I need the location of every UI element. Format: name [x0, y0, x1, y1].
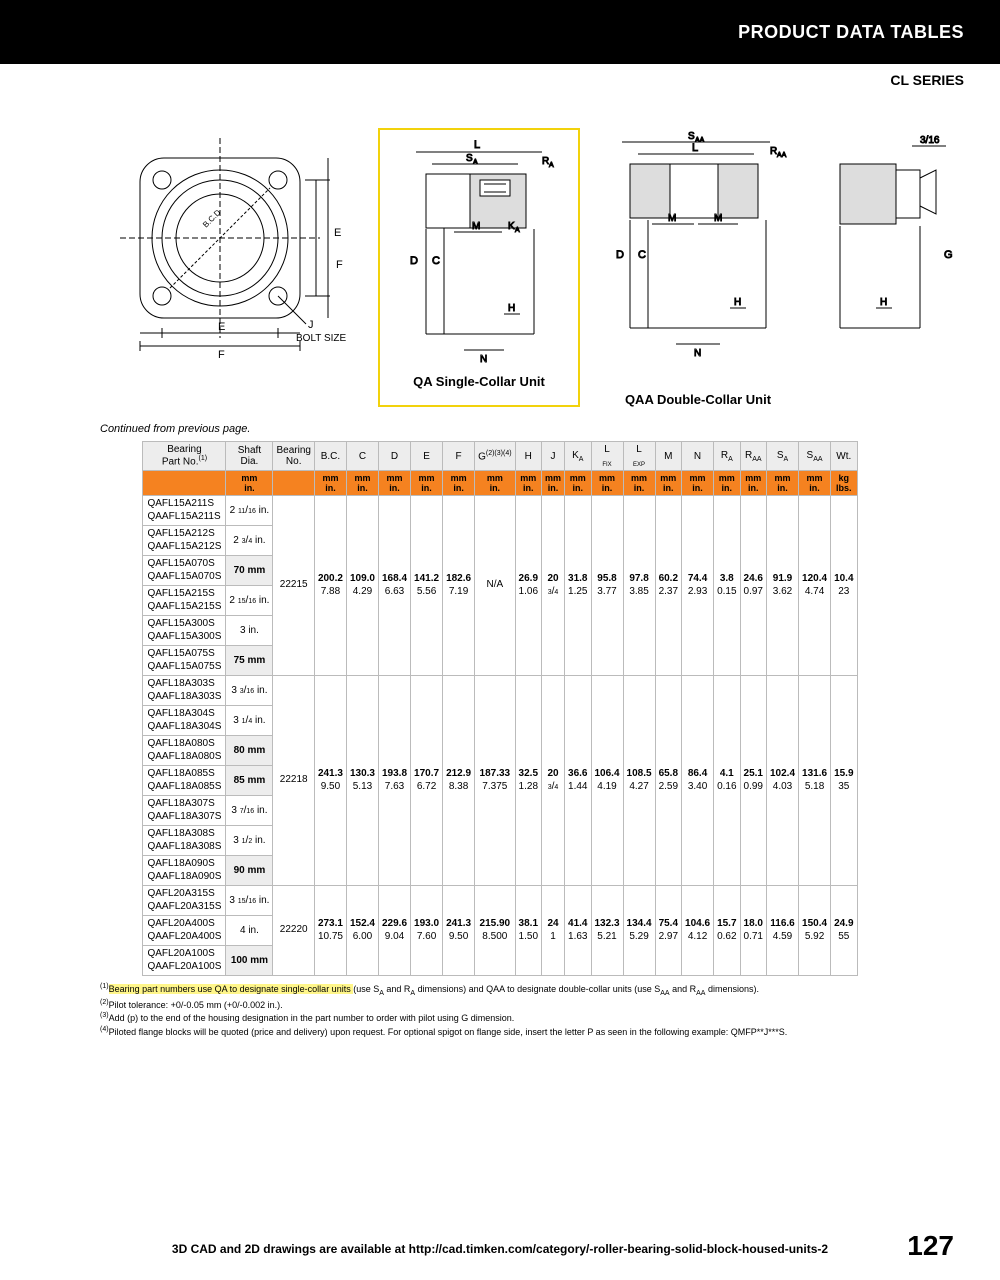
table-row: QAFL18A303SQAAFL18A303S3 3/16 in.2221824…: [143, 676, 857, 706]
header-title: PRODUCT DATA TABLES: [738, 22, 964, 42]
units-row: mmin. mmin.mmin.mmin.mmin.mmin. mmin.mmi…: [143, 471, 857, 496]
fn2: Pilot tolerance: +0/-0.05 mm (+0/-0.002 …: [109, 1000, 283, 1010]
table-row: QAFL20A315SQAAFL20A315S3 15/16 in.222202…: [143, 886, 857, 916]
svg-text:L: L: [692, 142, 698, 154]
header-bar: PRODUCT DATA TABLES: [0, 0, 1000, 64]
svg-text:AA: AA: [777, 152, 787, 159]
qaa-caption: QAA Double-Collar Unit: [598, 392, 798, 407]
qaa-diagram: SAA L RAA DC MM H N QAA Double-Collar Un…: [598, 128, 798, 407]
data-table: BearingPart No.(1) ShaftDia. BearingNo. …: [142, 441, 857, 976]
svg-text:K: K: [508, 221, 515, 232]
qa-caption: QA Single-Collar Unit: [384, 374, 574, 389]
side-diagram: 3/16 G H: [816, 128, 966, 407]
svg-text:N: N: [694, 348, 701, 359]
svg-text:M: M: [714, 213, 722, 224]
svg-text:H: H: [734, 297, 741, 308]
series-label: CL SERIES: [0, 64, 1000, 88]
svg-text:D: D: [410, 255, 418, 267]
svg-text:M: M: [472, 221, 480, 232]
flange-diagram: E F E F J BOLT SIZE B.C.D: [100, 128, 360, 407]
header-row: BearingPart No.(1) ShaftDia. BearingNo. …: [143, 442, 857, 471]
page-number: 127: [907, 1230, 954, 1262]
svg-text:L: L: [474, 139, 480, 151]
svg-text:C: C: [432, 255, 440, 267]
footnotes: (1)Bearing part numbers use QA to design…: [0, 976, 1000, 1038]
svg-text:F: F: [218, 349, 225, 361]
svg-text:A: A: [515, 227, 520, 234]
svg-text:N: N: [480, 354, 487, 365]
svg-text:E: E: [218, 321, 225, 333]
svg-text:A: A: [473, 159, 478, 166]
diagram-row: E F E F J BOLT SIZE B.C.D L SA RA DC: [0, 88, 1000, 415]
table-row: QAFL15A211SQAAFL15A211S2 11/16 in.222152…: [143, 496, 857, 526]
footer-text: 3D CAD and 2D drawings are available at …: [0, 1242, 1000, 1256]
svg-text:S: S: [688, 131, 695, 142]
svg-text:B.C.D: B.C.D: [201, 208, 223, 230]
svg-text:J: J: [308, 319, 314, 331]
fn3: Add (p) to the end of the housing design…: [109, 1013, 515, 1023]
svg-text:E: E: [334, 227, 341, 239]
svg-text:M: M: [668, 213, 676, 224]
svg-text:3/16: 3/16: [920, 135, 940, 146]
fn4: Piloted flange blocks will be quoted (pr…: [109, 1027, 788, 1037]
svg-text:H: H: [880, 297, 887, 308]
svg-text:S: S: [466, 153, 473, 164]
qa-diagram: L SA RA DC M KA H N QA Single-Collar Uni…: [378, 128, 580, 407]
svg-text:F: F: [336, 259, 343, 271]
svg-text:A: A: [549, 162, 554, 169]
svg-text:G: G: [944, 249, 953, 261]
svg-text:D: D: [616, 249, 624, 261]
continued-text: Continued from previous page.: [0, 415, 1000, 441]
svg-text:BOLT SIZE: BOLT SIZE: [296, 333, 347, 344]
svg-text:H: H: [508, 303, 515, 314]
svg-text:C: C: [638, 249, 646, 261]
